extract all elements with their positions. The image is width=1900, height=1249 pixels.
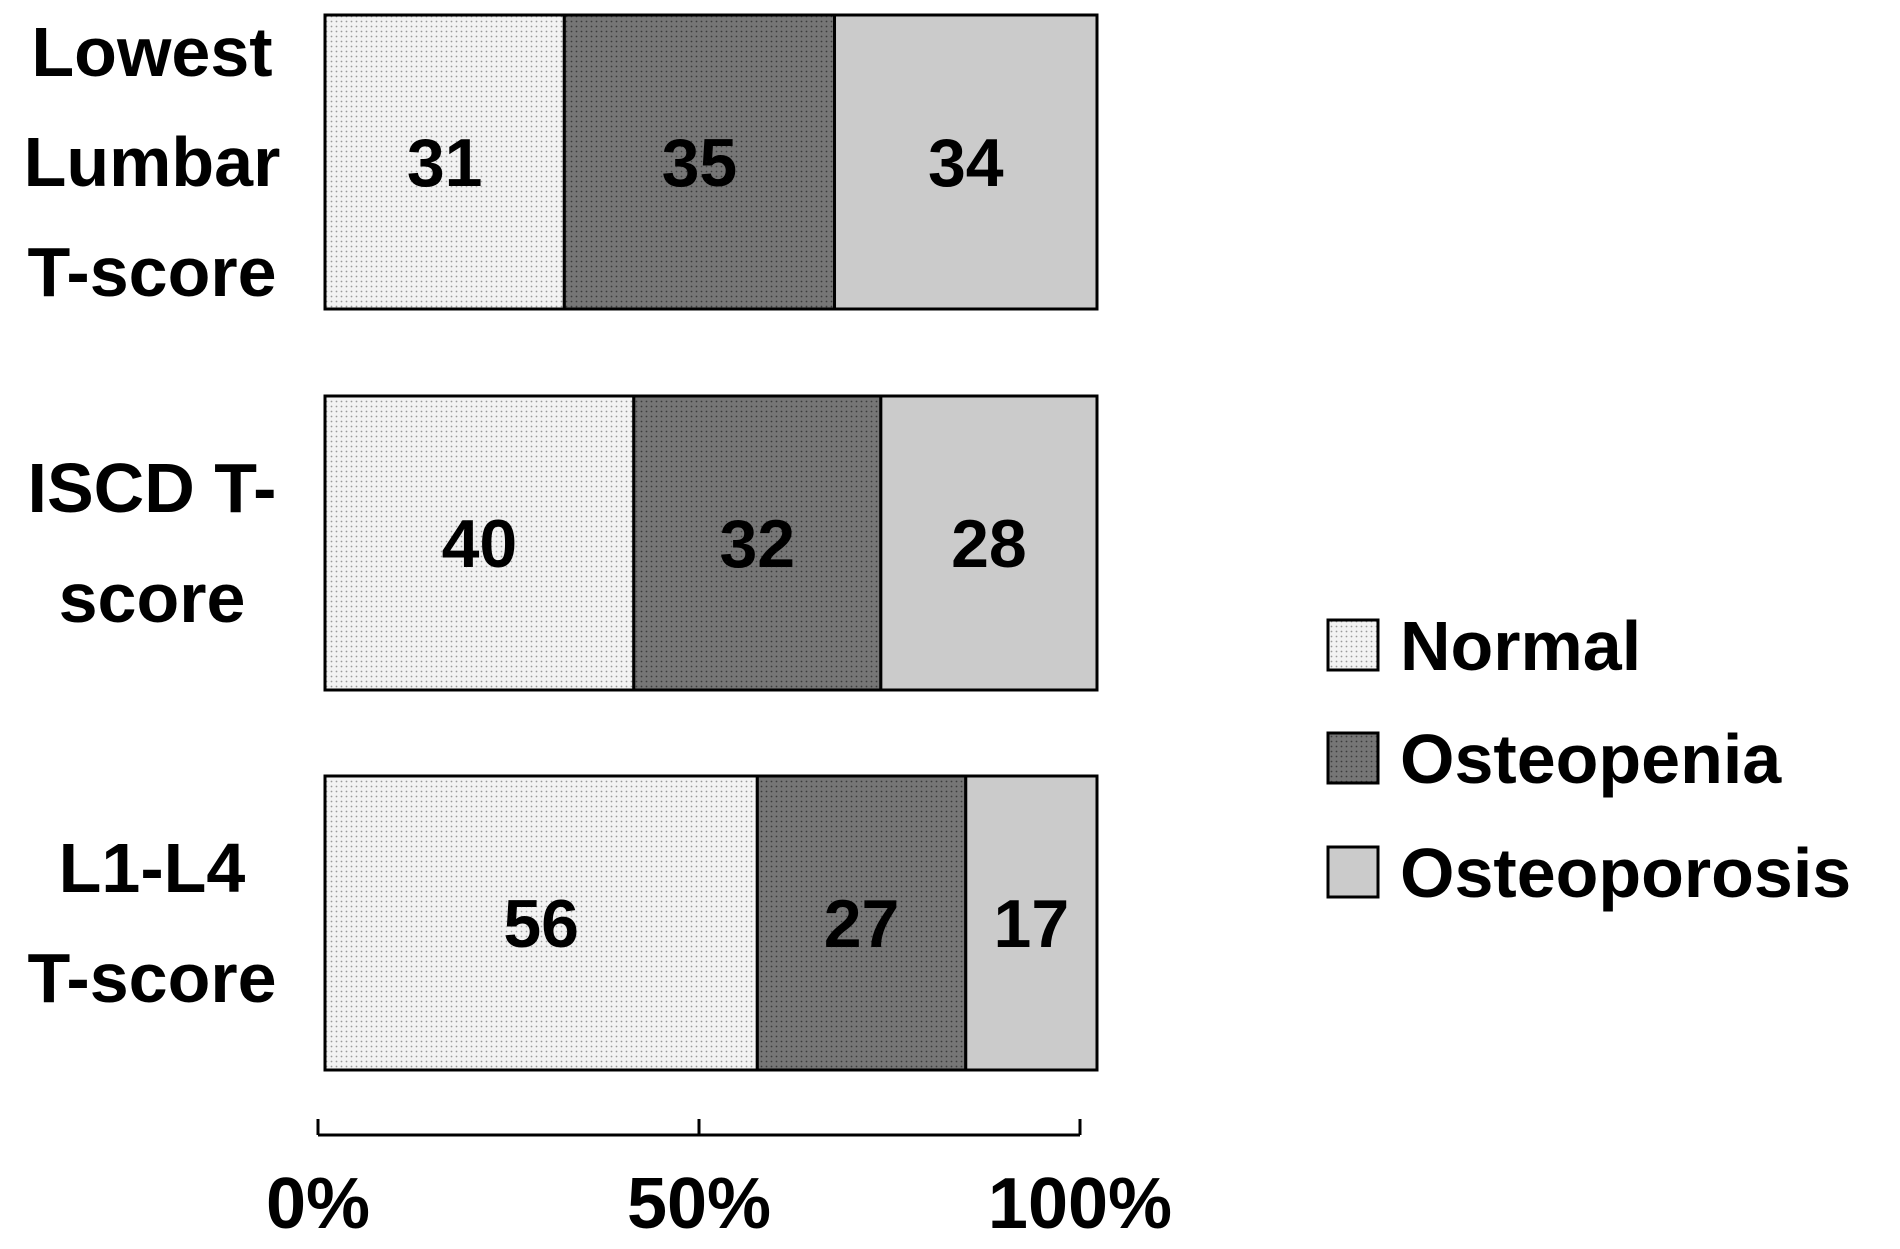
bar-osteopenia-row-2 — [632, 394, 883, 692]
bar-normal-row-3 — [323, 774, 759, 1072]
category-label-row-1-line-3: T-score — [28, 233, 277, 311]
legend-swatch-osteopenia — [1326, 731, 1380, 785]
category-labels: Lowest Lumbar T-score ISCD T-score L1-L4 T-sc… — [24, 13, 281, 1017]
data-label-osteopenia-row-3: 27 — [824, 886, 900, 962]
legend-swatch-osteoporosis — [1326, 845, 1380, 899]
category-label-row-2-line-2: score — [59, 559, 246, 637]
x-tick-label-3: 100% — [988, 1164, 1172, 1244]
bar-osteoporosis-row-2 — [879, 394, 1099, 692]
category-label-row-1-line-2: Lumbar — [24, 123, 281, 201]
legend: Normal Osteopenia Osteoporosis — [1326, 607, 1851, 912]
data-label-normal-row-2: 40 — [442, 506, 518, 582]
bar-normal-row-1 — [323, 13, 566, 311]
data-label-osteopenia-row-2: 32 — [719, 506, 795, 582]
legend-swatch-normal — [1326, 618, 1380, 672]
bar-osteoporosis-row-3 — [964, 774, 1099, 1072]
data-label-normal-row-3: 56 — [503, 886, 579, 962]
data-label-osteoporosis-row-1: 34 — [928, 125, 1004, 201]
data-label-normal-row-1: 31 — [407, 125, 483, 201]
bar-osteopenia-row-1 — [562, 13, 837, 311]
legend-label-osteoporosis: Osteoporosis — [1400, 834, 1851, 912]
data-label-osteoporosis-row-2: 28 — [951, 506, 1027, 582]
category-label-row-2-line-1: ISCD T- — [28, 449, 277, 527]
bar-osteoporosis-row-1 — [833, 13, 1099, 311]
data-label-osteopenia-row-1: 35 — [662, 125, 738, 201]
category-label-row-3-line-2: T-score — [28, 939, 277, 1017]
bar-osteopenia-row-3 — [755, 774, 968, 1072]
legend-label-normal: Normal — [1400, 607, 1641, 685]
category-label-row-3-line-1: L1-L4 — [59, 829, 246, 907]
x-tick-label-1: 0% — [266, 1164, 370, 1244]
category-label-row-1-line-1: Lowest — [31, 13, 272, 91]
bar-normal-row-2 — [323, 394, 636, 692]
legend-label-osteopenia: Osteopenia — [1400, 720, 1782, 798]
bars-layer: 31 35 34 40 32 28 56 27 17 — [323, 13, 1099, 1072]
x-axis: 0% 50% 100% — [266, 1119, 1172, 1244]
x-tick-label-2: 50% — [627, 1164, 771, 1244]
data-label-osteoporosis-row-3: 17 — [994, 886, 1070, 962]
